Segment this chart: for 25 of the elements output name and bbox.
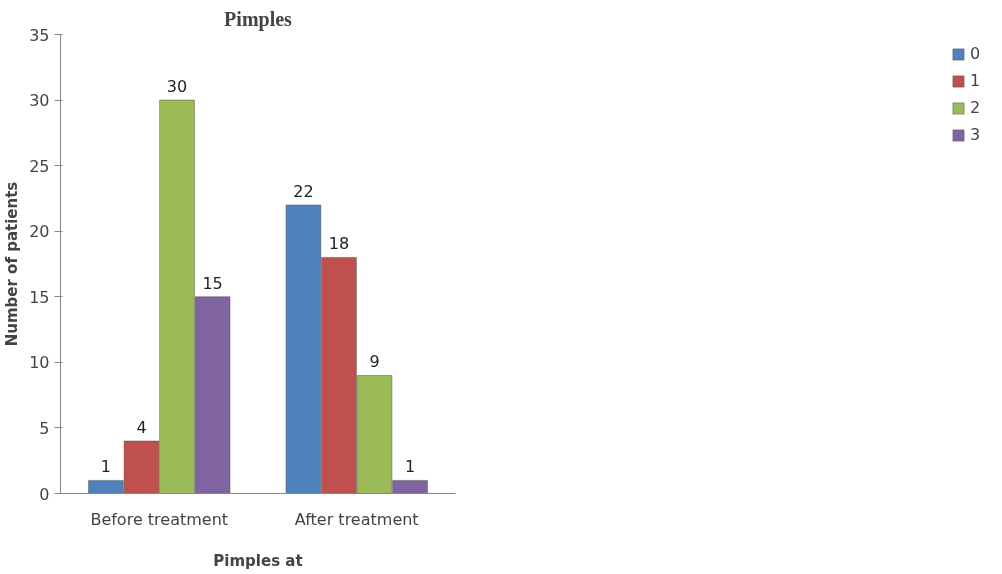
x-axis-title: Pimples at	[213, 551, 303, 570]
y-tick-label: 0	[39, 484, 50, 504]
y-tick-label: 5	[39, 418, 50, 438]
legend-label: 1	[970, 71, 982, 90]
data-label: 15	[202, 273, 223, 293]
legend-label: 0	[970, 44, 982, 63]
y-tick-label: 30	[29, 91, 50, 111]
legend-label: 3	[970, 125, 982, 144]
chart-title: Pimples	[224, 7, 293, 31]
data-label: 30	[166, 77, 188, 97]
y-tick-label: 15	[29, 287, 50, 307]
data-label: 1	[404, 457, 416, 477]
y-tick-label: 35	[29, 25, 50, 45]
data-label: 1	[100, 457, 112, 477]
data-label: 4	[136, 418, 147, 438]
legend-label: 2	[970, 98, 982, 117]
x-tick-label: Before treatment	[90, 509, 229, 529]
y-tick-label: 25	[29, 156, 50, 176]
y-axis-title: Number of patients	[3, 181, 22, 347]
y-tick-label: 10	[29, 353, 50, 373]
data-label: 18	[328, 234, 350, 254]
data-label: 9	[369, 352, 380, 372]
x-tick-label: After treatment	[294, 509, 419, 529]
y-tick-label: 20	[29, 222, 50, 242]
data-label: 22	[293, 181, 314, 201]
